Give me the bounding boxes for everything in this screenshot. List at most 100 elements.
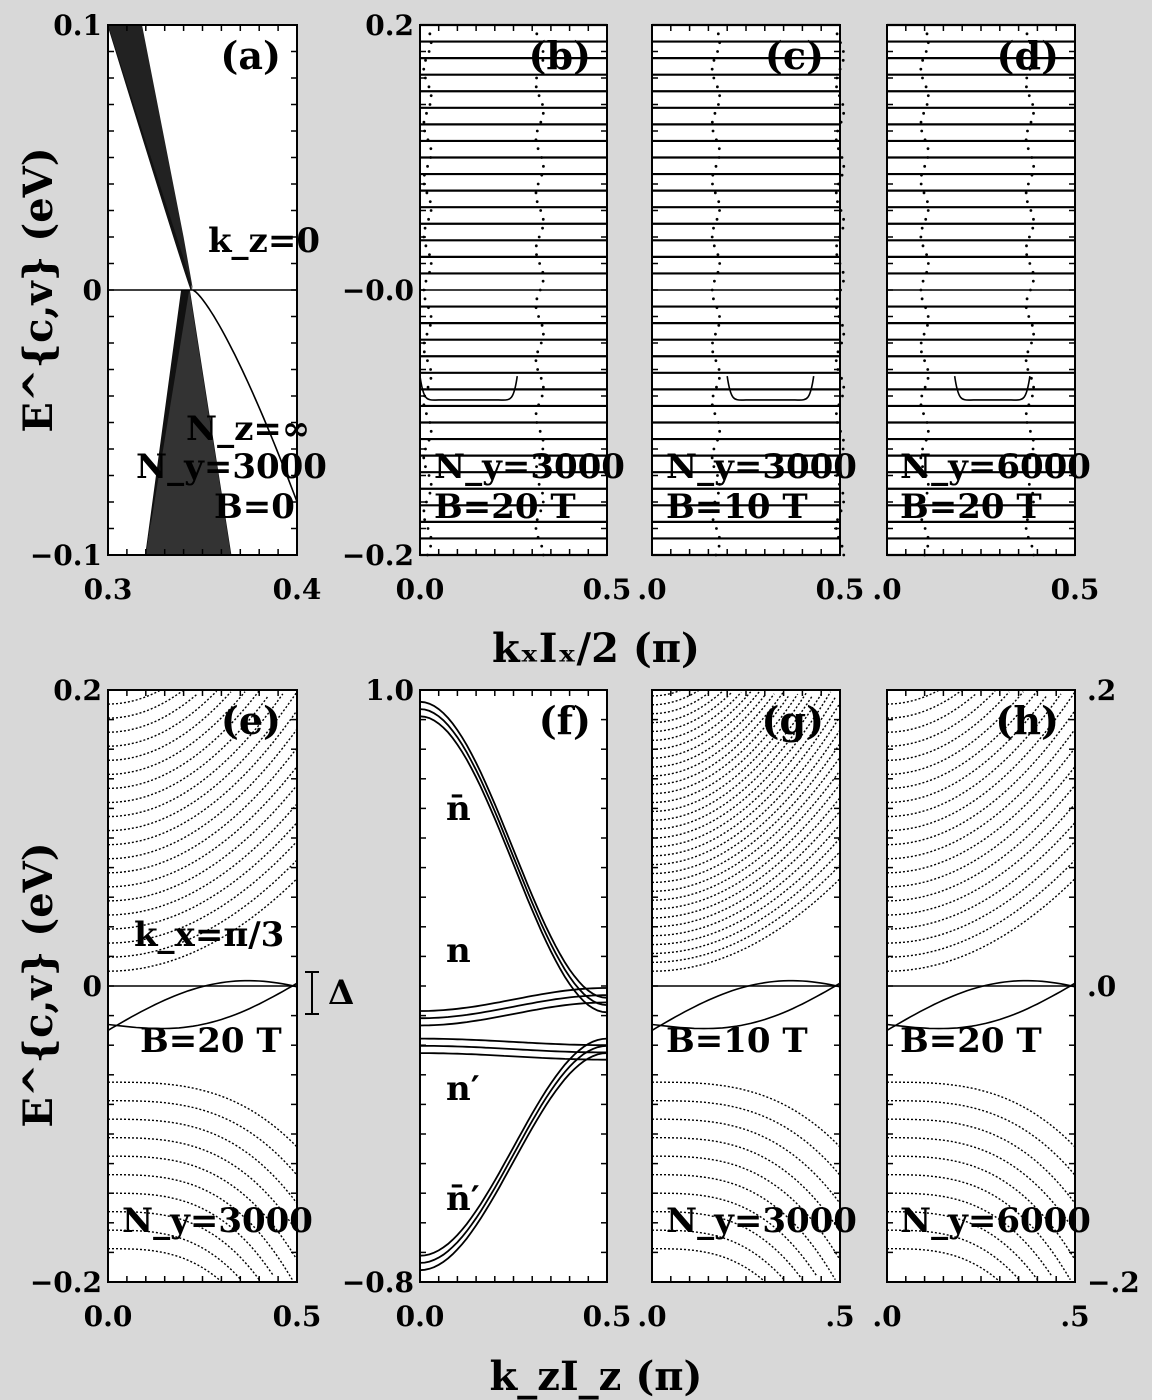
surface-dot-d bbox=[923, 164, 927, 168]
annotation-a: k_z=0 bbox=[208, 221, 320, 261]
surface-dot-d bbox=[1025, 253, 1029, 257]
conduction-band-h bbox=[887, 693, 1062, 818]
surface-dot-c bbox=[713, 111, 717, 115]
surface-dot-c bbox=[717, 368, 721, 371]
surface-dot-c bbox=[710, 235, 714, 239]
surface-dot-d bbox=[1031, 58, 1035, 62]
y-tick-label: 0.1 bbox=[53, 9, 102, 42]
surface-dot-c bbox=[712, 58, 716, 62]
surface-dot-b bbox=[426, 385, 430, 389]
conduction-band-g bbox=[651, 693, 799, 804]
surface-dot-b bbox=[423, 226, 427, 230]
surface-dot-c bbox=[715, 217, 719, 221]
surface-dot-b bbox=[429, 262, 433, 265]
surface-dot-b bbox=[538, 456, 542, 460]
surface-dot-b bbox=[422, 173, 426, 177]
surface-dot-b bbox=[422, 350, 426, 354]
surface-dot-c bbox=[834, 306, 838, 310]
surface-dot-c bbox=[711, 129, 715, 133]
surface-band-h bbox=[886, 982, 1076, 1030]
conduction-band-g bbox=[651, 797, 841, 919]
band-nprime bbox=[420, 1037, 607, 1047]
valence-band-g bbox=[652, 1173, 836, 1281]
surface-dot-c bbox=[717, 147, 721, 151]
surface-dot-b bbox=[535, 253, 538, 257]
y-tick-label: 0.2 bbox=[53, 674, 102, 707]
surface-dot-b bbox=[427, 217, 430, 221]
surface-dot-d bbox=[920, 129, 924, 133]
surface-dot-c bbox=[713, 191, 717, 195]
annotation-e: N_y=3000 bbox=[122, 1201, 313, 1241]
surface-dot-c bbox=[712, 244, 716, 248]
surface-dot-d bbox=[1030, 341, 1033, 345]
surface-dot-b bbox=[428, 103, 432, 106]
annotation-g: N_y=3000 bbox=[666, 1201, 857, 1241]
surface-dot-b bbox=[536, 182, 540, 186]
surface-dot-d bbox=[925, 421, 929, 424]
surface-dot-b bbox=[427, 306, 430, 310]
annotation-h: N_y=6000 bbox=[900, 1201, 1091, 1241]
surface-dot-d bbox=[1031, 103, 1035, 106]
surface-dot-b bbox=[424, 244, 428, 248]
y-tick-label: 0 bbox=[83, 274, 102, 307]
surface-dot-d bbox=[1032, 385, 1035, 389]
surface-dot-c bbox=[716, 438, 719, 442]
surface-dot-c bbox=[840, 544, 844, 548]
surface-dot-d bbox=[919, 235, 923, 239]
surface-dot-b bbox=[426, 359, 429, 363]
surface-dot-b bbox=[535, 32, 539, 36]
conduction-band-h bbox=[886, 689, 940, 705]
surface-dot-c bbox=[834, 191, 838, 195]
surface-dot-b bbox=[541, 103, 544, 106]
valence-band-h bbox=[887, 1118, 1076, 1204]
surface-dot-b bbox=[429, 482, 433, 486]
surface-dot-d bbox=[924, 50, 928, 53]
surface-dot-b bbox=[534, 359, 538, 363]
surface-dot-d bbox=[1031, 270, 1035, 274]
surface-dot-c bbox=[842, 438, 845, 442]
surface-dot-b bbox=[428, 421, 432, 424]
annotation-g: B=10 T bbox=[666, 1021, 808, 1061]
band-n bbox=[420, 994, 607, 1020]
surface-dot-c bbox=[710, 456, 714, 460]
x-tick-label: 0.5 bbox=[816, 573, 865, 606]
surface-dot-c bbox=[717, 200, 721, 204]
surface-dot-b bbox=[535, 297, 539, 301]
surface-dot-b bbox=[425, 191, 429, 195]
annotation-c: B=10 T bbox=[666, 487, 808, 527]
surface-dot-b bbox=[541, 385, 545, 389]
surface-dot-d bbox=[926, 482, 930, 486]
conduction-band-h bbox=[886, 695, 1048, 804]
surface-dot-b bbox=[423, 297, 427, 301]
surface-dot-b bbox=[537, 403, 541, 407]
surface-dot-d bbox=[919, 509, 923, 513]
conduction-band-h bbox=[887, 822, 1076, 930]
surface-dot-d bbox=[921, 447, 924, 451]
surface-dot-d bbox=[926, 315, 930, 318]
surface-dot-c bbox=[718, 429, 722, 433]
panel-label-e: (e) bbox=[221, 698, 281, 743]
surface-dot-b bbox=[429, 315, 433, 318]
annotation-h: B=20 T bbox=[900, 1021, 1042, 1061]
surface-dot-c bbox=[711, 394, 715, 398]
surface-dot-d bbox=[922, 332, 926, 336]
gap-label: Δ bbox=[328, 973, 354, 1013]
conduction-band-e bbox=[107, 784, 298, 902]
surface-dot-d bbox=[919, 120, 923, 124]
band-nbarprime bbox=[419, 1045, 608, 1264]
conduction-band-g bbox=[651, 694, 766, 768]
surface-dot-d bbox=[919, 67, 923, 71]
surface-dot-c bbox=[715, 306, 719, 310]
surface-state-a bbox=[192, 289, 298, 502]
x-tick-label: 0.0 bbox=[396, 573, 445, 606]
conduction-band-h bbox=[886, 691, 1010, 761]
valence-band-e bbox=[108, 1210, 260, 1281]
surface-dot-d bbox=[924, 217, 928, 221]
panel-label-g: (g) bbox=[761, 698, 824, 743]
surface-dot-d bbox=[1024, 412, 1028, 416]
surface-dot-b bbox=[541, 111, 545, 115]
surface-dot-d bbox=[922, 191, 926, 195]
trough-d bbox=[953, 376, 1031, 401]
surface-dot-d bbox=[1030, 394, 1034, 398]
surface-dot-b bbox=[536, 368, 540, 371]
